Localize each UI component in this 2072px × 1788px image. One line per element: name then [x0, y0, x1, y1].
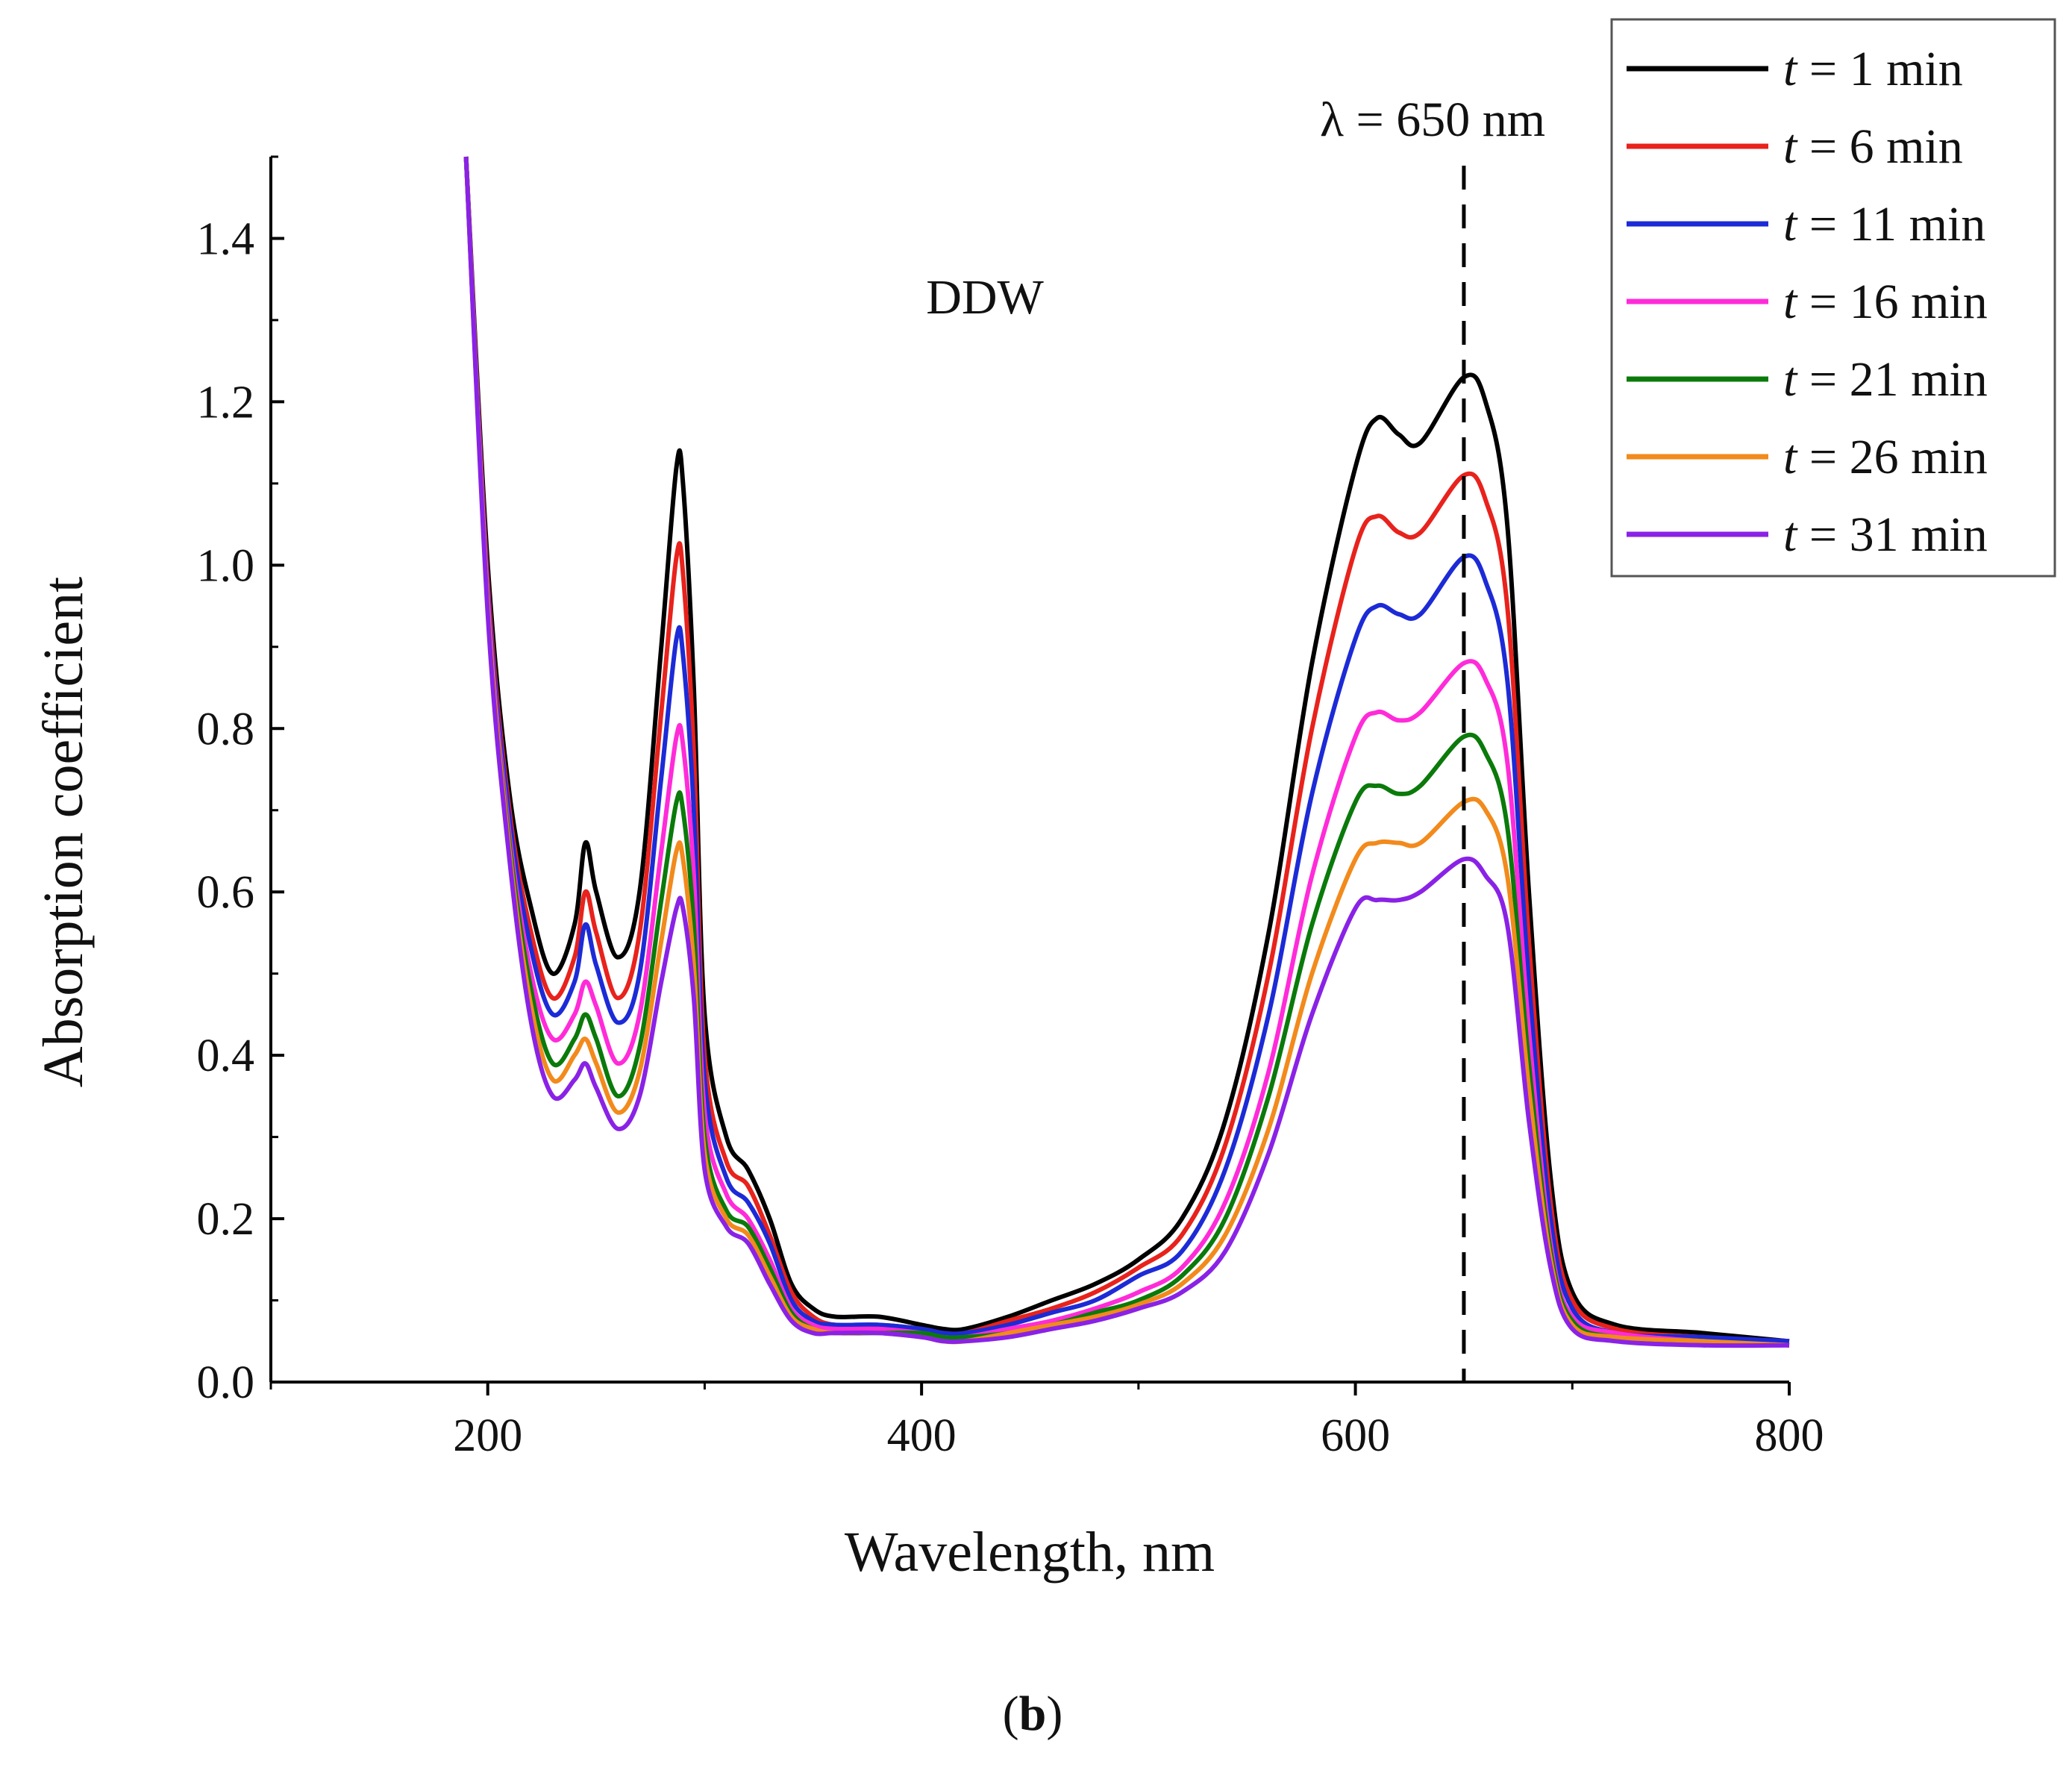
- series-line-7: [463, 156, 1790, 1348]
- legend-label: t = 26 min: [1783, 430, 1988, 484]
- x-tick-label: 600: [1321, 1410, 1390, 1461]
- y-tick-label: 0.4: [197, 1031, 255, 1081]
- series-curves: [463, 156, 1790, 1348]
- axes: [269, 157, 1789, 1384]
- legend-label: t = 31 min: [1783, 507, 1988, 562]
- legend-label-rest: = 6 min: [1797, 119, 1962, 174]
- y-tick-label: 0.2: [197, 1194, 255, 1245]
- x-axis-title: Wavelength, nm: [845, 1521, 1215, 1584]
- caption-close: ): [1046, 1687, 1062, 1741]
- legend-label-t: t: [1783, 275, 1798, 329]
- legend-label-t: t: [1783, 119, 1798, 174]
- y-tick-label: 1.0: [197, 540, 255, 591]
- y-tick-label: 0.8: [197, 704, 255, 754]
- legend-label-rest: = 16 min: [1797, 275, 1987, 329]
- legend-label-rest: = 1 min: [1797, 42, 1962, 96]
- legend-label-t: t: [1783, 352, 1798, 407]
- legend-label: t = 16 min: [1783, 275, 1988, 329]
- y-tick-label: 0.0: [197, 1357, 255, 1408]
- legend-label: t = 6 min: [1783, 119, 1963, 174]
- legend-label-rest: = 31 min: [1797, 507, 1987, 562]
- x-tick-label: 200: [453, 1410, 522, 1461]
- legend-label: t = 11 min: [1783, 197, 1985, 251]
- axis-tick-labels: 0.0 0.2 0.4 0.6 0.8 1.0 1.2 1.4 200 400 600 800: [197, 213, 1824, 1461]
- y-tick-label: 1.4: [197, 213, 255, 264]
- y-tick-label: 1.2: [197, 377, 255, 428]
- y-tick-label: 0.6: [197, 867, 255, 918]
- figure-caption: (b): [1003, 1687, 1063, 1741]
- legend-label: t = 1 min: [1783, 42, 1963, 96]
- legend-label: t = 21 min: [1783, 352, 1988, 407]
- legend-label-t: t: [1783, 42, 1798, 96]
- annotation-ddw: DDW: [926, 270, 1044, 325]
- series-line-3: [463, 156, 1790, 1344]
- legend-label-t: t: [1783, 197, 1798, 251]
- x-tick-label: 800: [1755, 1410, 1824, 1461]
- axis-ticks: [269, 155, 1791, 1395]
- series-line-1: [463, 156, 1790, 1344]
- legend-label-t: t: [1783, 507, 1798, 562]
- series-line-5: [463, 156, 1790, 1348]
- legend-box: [1610, 18, 2056, 578]
- annotation-lambda: λ = 650 nm: [1320, 93, 1545, 147]
- caption-open: (: [1003, 1687, 1019, 1741]
- legend-label-t: t: [1783, 430, 1798, 484]
- legend-label-rest: = 26 min: [1797, 430, 1987, 484]
- x-tick-label: 400: [887, 1410, 957, 1461]
- legend-label-rest: = 11 min: [1797, 197, 1985, 251]
- y-axis-title: Absorption coefficient: [32, 577, 95, 1088]
- caption-letter: b: [1019, 1687, 1047, 1741]
- legend-label-rest: = 21 min: [1797, 352, 1987, 407]
